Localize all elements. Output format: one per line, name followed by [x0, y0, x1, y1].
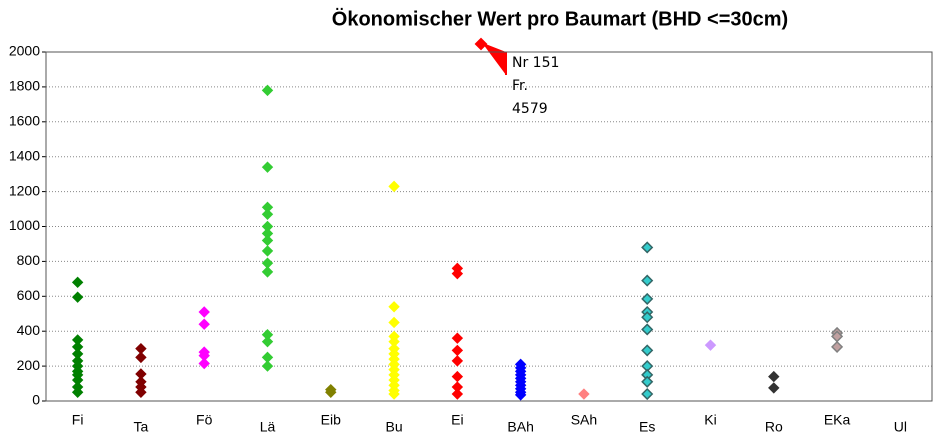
x-tick-label: EKa [824, 412, 851, 428]
annotation-text: Nr 151 [512, 55, 559, 71]
point [451, 344, 464, 357]
point [388, 388, 400, 400]
point [641, 344, 654, 357]
x-tick-label: Ei [451, 412, 463, 428]
point [198, 318, 210, 330]
point [71, 291, 84, 303]
point [451, 332, 464, 344]
point [831, 330, 844, 343]
y-tick-label: 1800 [9, 78, 40, 94]
point [261, 161, 274, 173]
point [198, 306, 210, 318]
x-tick-label: Ul [894, 419, 907, 435]
x-tick-label: Ro [765, 419, 783, 435]
point [261, 335, 274, 348]
point [135, 342, 147, 355]
point [578, 388, 590, 400]
y-tick-label: 1400 [9, 147, 40, 163]
chart-title: Ökonomischer Wert pro Baumart (BHD <=30c… [332, 7, 788, 30]
point [704, 339, 717, 351]
point [641, 274, 654, 287]
point [451, 388, 464, 400]
point [768, 370, 780, 383]
y-tick-label: 600 [17, 287, 41, 303]
point [641, 375, 654, 388]
annotation-text: 4579 [512, 101, 548, 117]
point [641, 387, 654, 401]
y-tick-label: 1000 [9, 217, 40, 233]
x-tick-label: Fö [196, 412, 213, 428]
point [831, 340, 844, 353]
point [514, 389, 527, 401]
point [261, 234, 274, 247]
point [261, 351, 274, 364]
point [641, 241, 654, 254]
point [261, 84, 274, 97]
point [641, 360, 654, 373]
point [135, 368, 147, 380]
point [261, 257, 274, 269]
y-tick-label: 800 [17, 252, 41, 268]
annotation-pointer [474, 37, 507, 75]
x-tick-label: Ki [704, 412, 716, 428]
x-tick-label: BAh [507, 419, 533, 435]
point [261, 245, 274, 257]
point [641, 323, 654, 336]
point [388, 180, 400, 193]
annotation-text: Fr. [512, 78, 528, 94]
y-tick-label: 200 [17, 357, 41, 373]
point [261, 360, 274, 372]
x-tick-label: Fi [72, 412, 84, 428]
point [768, 382, 780, 394]
x-tick-label: Eib [321, 412, 341, 428]
point [71, 276, 84, 289]
point [135, 351, 147, 364]
point [388, 301, 400, 313]
x-tick-label: Ta [134, 419, 149, 435]
point [261, 266, 274, 278]
y-tick-label: 400 [17, 322, 41, 338]
x-tick-label: Es [639, 419, 655, 435]
point [71, 386, 84, 398]
point [261, 208, 274, 220]
x-tick-label: Bu [386, 419, 403, 435]
point [451, 267, 464, 280]
point [641, 311, 654, 324]
point [451, 355, 464, 367]
point [388, 316, 400, 329]
y-tick-label: 0 [32, 392, 40, 408]
y-tick-label: 1200 [9, 182, 40, 198]
point [325, 386, 337, 398]
point [641, 292, 654, 305]
x-tick-label: SAh [571, 412, 597, 428]
x-tick-label: Lä [260, 419, 276, 435]
y-tick-label: 1600 [9, 113, 40, 129]
plot-frame [45, 51, 933, 402]
point [198, 349, 210, 362]
point [135, 386, 147, 398]
point [198, 357, 210, 370]
point [451, 370, 464, 383]
y-tick-label: 2000 [9, 43, 40, 59]
